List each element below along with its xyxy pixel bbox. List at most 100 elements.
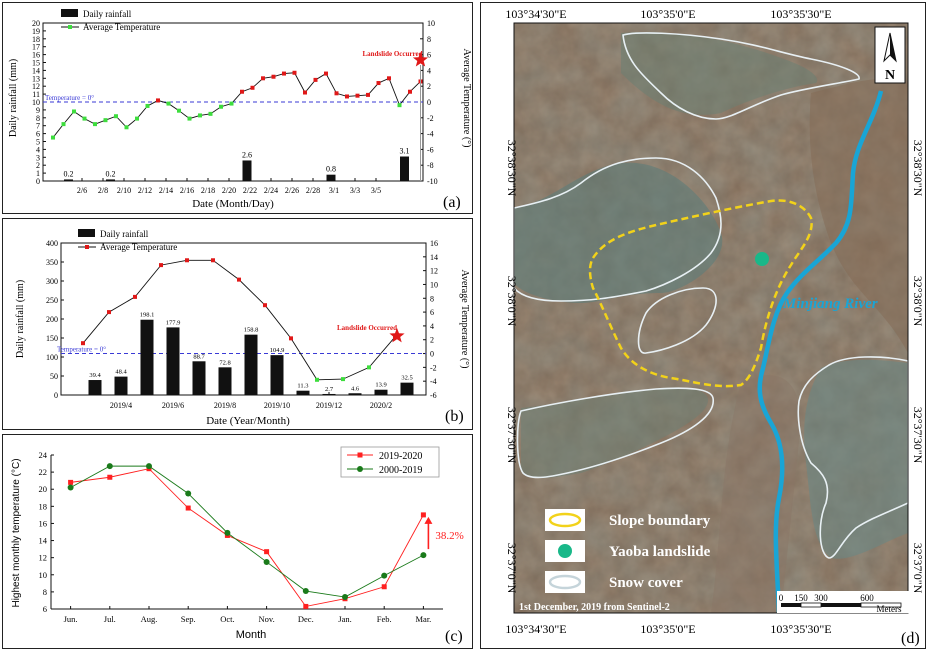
x-tick-label: Nov. [258,614,274,624]
lon-label-top-3: 103°35'30"E [770,7,831,21]
x-tick-label: Jun. [64,614,78,624]
lat-label-right-2: 32°38'0"N [911,276,925,327]
legend-rainfall-label: Daily rainfall [83,9,132,19]
snow-cover-region [516,387,714,479]
x-tick-label: 2019/8 [214,401,236,410]
y-tick-label-left: 18 [32,35,40,44]
panel-b: 0 50 100 150 200 250 300 350 400 -6 -4 -2 0 2 4 6 8 10 12 1… [2,218,473,430]
y-tick-label-right: 12 [430,267,438,276]
point-2000-2019 [420,552,427,559]
point-2000-2019 [146,463,152,470]
y-tick-label-right: 6 [427,51,431,60]
x-tick-label: Aug. [141,614,158,624]
temperature-point [166,101,171,106]
temperature-point [271,74,276,79]
rainfall-bar [374,389,388,395]
point-2000-2019 [106,463,113,470]
temperature-point [387,76,391,81]
temperature-point [107,310,111,315]
rainfall-bar-label: 11.3 [297,383,308,390]
y-tick-label-right: -6 [427,145,434,154]
rainfall-bar [114,376,128,395]
rainfall-temperature-daily-chart: 01234567891011121314151617181920-10-8-6-… [8,9,472,211]
y-tick-label-right: -4 [430,377,437,386]
panel-label-a: (a) [443,194,461,211]
y-tick-label-left: 13 [32,74,40,83]
x-tick-label: 2/28 [306,186,320,195]
y-tick-label-right: 4 [430,322,434,331]
increase-arrow-icon [424,516,433,524]
x-tick-label: Mar. [415,614,431,624]
y-tick-label-right: 8 [427,35,431,44]
y-tick-label: 8 [43,587,47,597]
y-tick-label: 20 [39,484,48,494]
y-tick-label-right: 2 [430,336,434,345]
point-2000-2019 [302,588,309,595]
point-2000-2019 [224,529,231,536]
legend-temperature-marker [85,245,89,249]
temperature-point [61,122,66,127]
slope-boundary [588,199,813,388]
point-2000-2019 [263,558,270,565]
x-tick-label: Jan. [338,614,351,624]
snow-cover-legend-icon [548,574,582,590]
temperature-point [263,303,267,308]
x-tick-label: 2/26 [285,186,299,195]
y-tick-label: 16 [39,518,48,528]
y-tick-label-right: 2 [427,82,431,91]
y-tick-label-left: 3 [36,153,40,162]
y-tick-label-right: 6 [430,308,434,317]
temperature-point [103,118,108,123]
y-tick-label-left: 17 [32,43,40,52]
yaoba-landslide-marker [755,252,769,266]
temperature-point [187,116,192,121]
x-tick-label: Sep. [181,614,196,624]
x-tick-label: 2019/6 [162,401,184,410]
snow-cover-region [622,32,860,120]
y-tick-label-right: 14 [430,253,438,262]
temperature-point [355,93,360,98]
legend-snow-cover: Snow cover [609,575,683,591]
y-tick-label-left: 11 [32,90,40,99]
y-tick-label-left: 7 [36,122,40,131]
temperature-point [198,113,202,118]
rainfall-bar-label: 32.5 [401,375,412,382]
temperature-point [211,258,215,263]
temperature-point [156,98,160,103]
y-tick-label-left: 6 [36,130,40,139]
y-axis-right-label: Average Temperature (°) [461,49,472,148]
source-text: 1st December, 2019 from Sentinel-2 [519,602,670,613]
y-tick-label-left: 50 [50,372,58,381]
temperature-point [282,71,286,76]
temperature-point [159,263,163,268]
temperature-point [345,94,349,99]
temperature-point [334,91,339,96]
y-tick-label-left: 2 [36,161,40,170]
y-tick-label-right: -6 [430,391,437,400]
rainfall-bar-label: 0.8 [326,165,336,174]
rainfall-bar-label: 0.2 [64,169,74,178]
legend-marker-2000-2019 [357,466,363,472]
legend-label: 2000-2019 [379,465,422,476]
point-2019-2020 [381,584,387,590]
y-tick-label: 14 [39,536,48,546]
x-tick-label: 2/18 [201,186,215,195]
zero-temperature-label: Temperature = 0° [57,346,106,354]
rainfall-bar [106,179,115,181]
y-tick-label-left: 1 [36,169,40,178]
legend-temperature-label: Average Temperature [83,22,160,32]
y-tick-label-left: 10 [32,98,40,107]
temperature-point [145,103,150,108]
x-axis-label: Date (Month/Day) [192,198,274,210]
x-tick-label: 2/14 [159,186,173,195]
highest-monthly-temperature-chart: 6 8 10 12 14 16 18 20 22 24 Jun. Jul. Aug. Sep. Oct. No… [11,446,464,645]
y-tick-label: 18 [39,501,48,511]
rainfall-bar [218,367,232,395]
y-tick-label-left: 350 [46,258,58,267]
temperature-point [135,116,139,121]
y-tick-label-left: 20 [32,19,40,28]
y-tick-label-left: 200 [46,315,58,324]
rainfall-bar [140,319,154,395]
point-2019-2020 [303,603,309,609]
x-tick-label: 2/16 [180,186,194,195]
